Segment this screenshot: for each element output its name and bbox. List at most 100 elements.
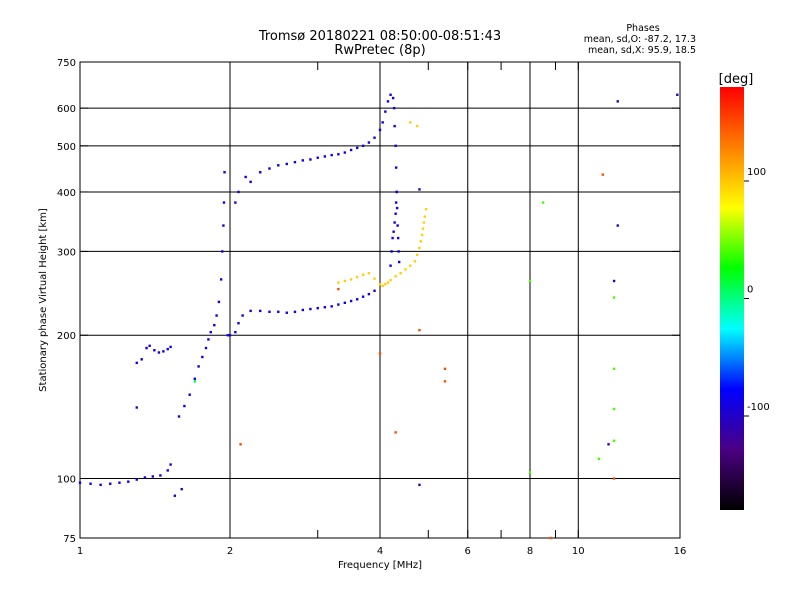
data-point	[389, 279, 392, 282]
data-point	[381, 284, 384, 288]
data-point	[394, 212, 397, 215]
y-tick-label: 75	[63, 534, 76, 545]
chart-title: Tromsø 20180221 08:50:00-08:51:43	[258, 29, 501, 44]
data-point	[301, 308, 305, 312]
data-point	[367, 292, 371, 296]
data-point	[166, 469, 169, 472]
chart-subtitle: RwPretec (8p)	[334, 43, 425, 58]
data-point	[361, 144, 365, 148]
data-point	[222, 224, 225, 227]
data-point	[355, 275, 359, 279]
data-point	[390, 250, 393, 253]
x-tick-label: 6	[465, 546, 471, 557]
data-point	[378, 128, 382, 132]
data-point	[219, 278, 223, 281]
data-point	[337, 281, 340, 284]
data-point	[221, 250, 224, 253]
grid-lines	[80, 62, 680, 538]
data-point	[373, 289, 376, 292]
data-point	[392, 106, 396, 110]
data-point	[135, 361, 138, 365]
data-point	[323, 306, 327, 309]
data-point	[399, 272, 402, 275]
data-point	[99, 483, 102, 487]
x-tick-label: 1	[77, 546, 83, 557]
data-point	[201, 355, 204, 359]
data-point	[249, 309, 252, 313]
data-point	[330, 153, 333, 157]
data-point	[418, 188, 421, 191]
data-point	[143, 476, 147, 479]
data-point	[394, 201, 398, 204]
data-point	[244, 175, 247, 179]
data-point	[209, 330, 212, 334]
data-point	[309, 307, 312, 311]
data-point	[616, 100, 619, 103]
data-point	[316, 156, 319, 159]
data-point	[391, 96, 395, 100]
data-point	[549, 536, 552, 540]
data-point	[443, 367, 447, 371]
data-point	[145, 346, 148, 350]
data-point	[226, 334, 230, 337]
data-point	[541, 201, 545, 204]
data-point	[597, 457, 601, 461]
data-point	[384, 110, 387, 113]
data-point	[601, 173, 605, 176]
data-point	[396, 236, 400, 240]
data-point	[393, 221, 396, 224]
data-point	[393, 124, 396, 128]
stats-line-x: mean, sd,X: 95.9, 18.5	[588, 45, 696, 56]
data-point	[285, 311, 288, 314]
data-point	[421, 227, 425, 230]
data-point	[337, 303, 340, 306]
data-point	[177, 415, 181, 418]
data-point	[392, 230, 395, 233]
data-point	[159, 474, 162, 477]
data-point	[395, 190, 398, 194]
data-point	[373, 277, 376, 280]
data-point	[277, 310, 280, 314]
x-tick-label: 10	[572, 546, 585, 557]
data-point	[157, 351, 161, 354]
data-point	[361, 295, 365, 298]
data-point	[268, 167, 271, 170]
data-point	[135, 478, 138, 481]
y-tick-label: 500	[57, 142, 76, 153]
data-point	[607, 443, 610, 446]
data-point	[418, 246, 421, 250]
data-point	[404, 268, 407, 271]
data-point	[420, 233, 424, 237]
data-point	[361, 273, 365, 276]
data-point	[349, 278, 353, 281]
data-point	[386, 100, 390, 103]
data-point	[343, 279, 347, 283]
data-point	[337, 153, 340, 156]
data-point	[166, 347, 169, 351]
data-point	[418, 483, 421, 487]
data-point	[394, 275, 397, 278]
data-point	[140, 358, 143, 361]
data-point	[343, 151, 347, 154]
data-point	[378, 283, 382, 286]
y-tick-label: 300	[57, 247, 76, 258]
data-point	[394, 144, 397, 148]
data-point	[169, 345, 172, 349]
colorbar-gradient	[720, 87, 744, 510]
data-point	[193, 377, 197, 380]
x-tick-label: 4	[377, 546, 383, 557]
x-tick-label: 2	[227, 546, 233, 557]
axis-ticks: 1 2 4 6 8 10 16 75 100 200 300 400 500 600 750	[57, 58, 686, 557]
data-point	[378, 352, 382, 355]
data-point	[413, 260, 417, 263]
x-axis-label: Frequency [MHz]	[338, 560, 422, 571]
data-point	[415, 253, 419, 257]
data-point	[323, 155, 327, 158]
data-point	[355, 298, 359, 301]
data-point	[217, 300, 221, 304]
data-point	[373, 136, 376, 139]
data-point	[394, 166, 398, 169]
data-point	[612, 407, 616, 411]
data-point	[423, 215, 426, 218]
